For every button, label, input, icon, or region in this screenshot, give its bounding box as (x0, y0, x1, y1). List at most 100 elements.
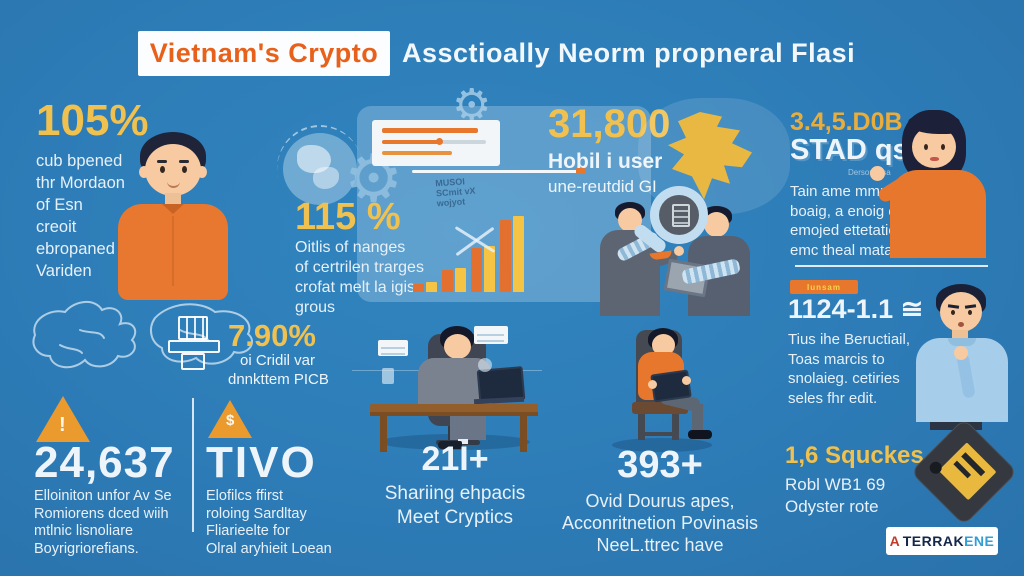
badge-label: Iunsam (806, 282, 841, 292)
desk-leg (380, 416, 387, 452)
stat-345-value: 3.4,5.D0B (790, 108, 903, 136)
bar (471, 248, 482, 292)
hand (648, 380, 657, 389)
shadow (612, 438, 712, 452)
crypto-chip-illustration (910, 418, 1018, 528)
stat-24637-text: Elloiniton unfor Av Se Romiorens dced wi… (34, 488, 172, 557)
globe-emblem-icon (268, 117, 372, 221)
shoe (688, 430, 712, 439)
globe-land (297, 145, 331, 173)
progress-tip (576, 168, 585, 174)
machine-base (181, 353, 205, 370)
brand-logo[interactable]: A TERRAK ENE (886, 527, 998, 555)
sock (458, 439, 468, 444)
seated-man-laptop-illustration (606, 320, 718, 456)
warning-triangle-icon (208, 400, 252, 438)
progress-line (412, 170, 584, 173)
stat-1124-badge: Iunsam (790, 280, 858, 294)
stat-24637-value: 24,637 (34, 438, 175, 487)
stat-16-value: 1,6 Squckes (785, 442, 924, 469)
card-line (382, 128, 478, 133)
bar-pair (500, 216, 524, 292)
eye (951, 310, 955, 315)
face (145, 144, 201, 196)
stat-790-line1: oi Cridil var (240, 352, 316, 369)
shirt (118, 204, 228, 300)
stat-16-text: Robl WB1 69 Odyster rote (785, 475, 886, 516)
man-orange-shirt-illustration (118, 132, 248, 300)
bangs (908, 114, 960, 134)
desk-edge (370, 412, 538, 416)
bar (484, 246, 495, 292)
stat-tivo-text: Elofilcs ffirst roloing Sardltay Fliarie… (206, 488, 332, 557)
hand (674, 246, 684, 256)
warning-triangle-icon (36, 396, 90, 442)
stamp-text: MUSOI SCmit vX wojyot (435, 176, 476, 209)
document-icon (672, 204, 690, 227)
collar (948, 338, 976, 346)
eye (968, 310, 972, 315)
eye (941, 144, 945, 150)
title-highlight: Vietnam's Crypto (149, 38, 379, 68)
title-highlight-box: Vietnam's Crypto (138, 31, 390, 76)
browser-card (372, 120, 500, 166)
collar (162, 204, 184, 214)
chair-rail (642, 432, 676, 436)
stat-1124-text: Tius ihe Beructiail, Toas marcis to snol… (788, 331, 910, 407)
bar (442, 270, 453, 292)
bar-pair (471, 246, 495, 292)
stat-31800-line1: Hobil i user (548, 150, 663, 173)
growth-bar-chart (413, 213, 533, 292)
logo-mark-icon: A (889, 533, 900, 549)
mouth (958, 322, 964, 327)
title-rest: Assctioally Neorm propneral Flasi (402, 38, 856, 68)
card-slider-fill (382, 140, 440, 144)
shirt-seam (172, 216, 174, 286)
face (444, 334, 471, 359)
eye (924, 144, 928, 150)
chair-leg (672, 414, 679, 440)
stat-790-line2: dnnkttem PICB (228, 371, 329, 388)
two-men-magnifier-illustration (552, 186, 777, 316)
bar (455, 268, 466, 292)
eyebrow (157, 160, 167, 163)
machine-mid (168, 340, 220, 353)
man-at-desk-illustration (352, 312, 552, 454)
stat-115-text: Oitlis of nanges of certrilen trarges cr… (295, 239, 424, 316)
small-icon (478, 358, 492, 372)
ear (197, 166, 207, 178)
machine-icon (168, 316, 222, 370)
man-blue-tee-illustration (896, 284, 1024, 430)
stat-115-value: 115 % (295, 196, 401, 238)
stat-345-sub: STAD qs (790, 134, 909, 166)
vertical-divider (192, 398, 194, 532)
hand (870, 166, 885, 181)
eye (160, 166, 165, 173)
stat-31800-line2: une-reutdid GI (548, 177, 657, 196)
face (652, 334, 675, 356)
eye (182, 166, 187, 173)
floating-tag (378, 340, 408, 356)
neck (165, 193, 181, 206)
face (704, 212, 729, 237)
stat-105-value: 105% (36, 96, 149, 145)
card-slider-knob[interactable] (436, 138, 443, 145)
stat-790-value: 7.90% (228, 318, 316, 353)
stat-393-value: 393+ (617, 444, 703, 486)
warning-glyph: $ (226, 412, 235, 429)
section-divider (795, 265, 988, 267)
stat-21-text: Shariing ehpacis Meet Cryptics (384, 483, 526, 528)
desk-leg (520, 416, 527, 452)
machine-top (178, 316, 208, 340)
stat-345-ghost: Dersonfinsa (848, 168, 891, 177)
bar-pair (442, 268, 466, 292)
bar (513, 216, 524, 292)
hand (682, 376, 691, 385)
chip-body (910, 418, 1018, 526)
neck (952, 330, 968, 340)
legs (450, 416, 486, 440)
fist (954, 346, 968, 360)
top (890, 170, 986, 258)
stat-105-text: cub bpened thr Mordaon of Esn creoit ebr… (36, 152, 125, 280)
